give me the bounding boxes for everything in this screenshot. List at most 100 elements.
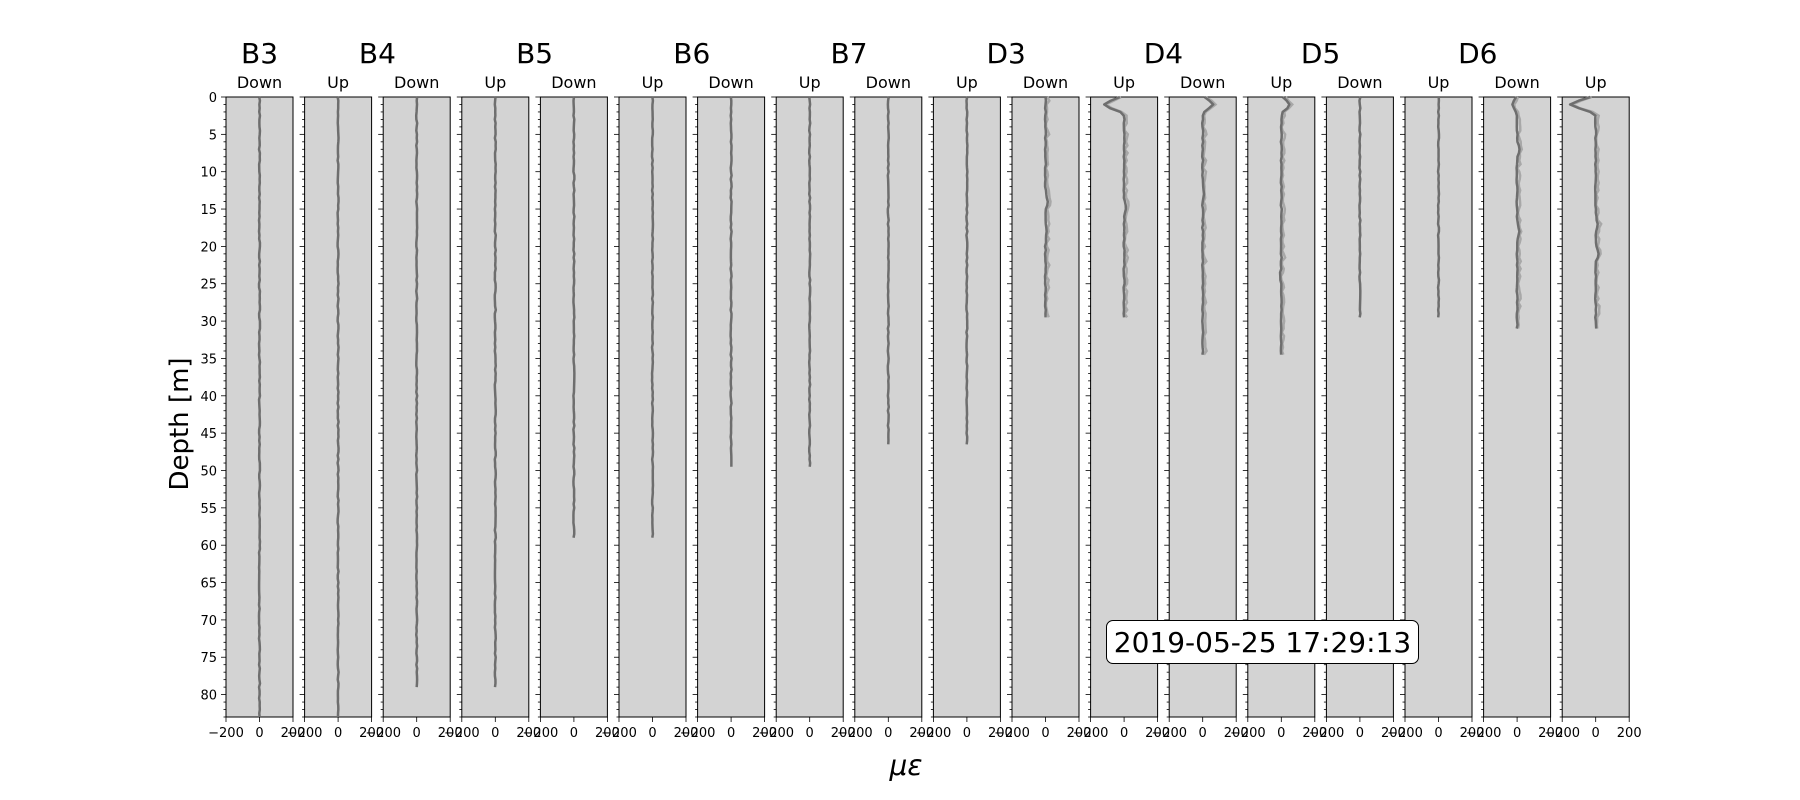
x-tick-label: −200 — [523, 726, 559, 741]
x-tick-label: 0 — [570, 726, 578, 741]
x-tick-label: 200 — [359, 726, 384, 741]
group-title-b3: B3 — [241, 37, 278, 70]
x-tick-label: 200 — [1224, 726, 1249, 741]
panel-label: Up — [484, 73, 506, 92]
x-tick-label: 0 — [1041, 726, 1049, 741]
x-tick-label: 0 — [1513, 726, 1521, 741]
panel-8: Down −200 0 200 — [837, 73, 934, 741]
x-tick-label: 0 — [1434, 726, 1442, 741]
x-tick-label: 0 — [255, 726, 263, 741]
x-tick-label: −200 — [1309, 726, 1345, 741]
strain-line — [257, 96, 262, 718]
x-tick-label: 200 — [516, 726, 541, 741]
y-tick-label: 75 — [200, 651, 217, 666]
panel-12: Down −200 0 200 — [1151, 73, 1248, 741]
panel-label: Down — [551, 73, 596, 92]
panel-label: Up — [1270, 73, 1292, 92]
x-tick-label: 0 — [1120, 726, 1128, 741]
x-tick-label: 0 — [1199, 726, 1207, 741]
panel-background — [1011, 96, 1080, 718]
panel-4: Down −200 0 200 — [523, 73, 620, 741]
y-tick-label: 65 — [200, 577, 217, 592]
x-tick-label: −200 — [1466, 726, 1502, 741]
x-tick-label: −200 — [1230, 726, 1266, 741]
y-tick-label: 50 — [200, 464, 217, 479]
x-tick-label: 0 — [648, 726, 656, 741]
panel-label: Up — [956, 73, 978, 92]
strain-line — [650, 96, 655, 538]
x-tick-label: 0 — [727, 726, 735, 741]
group-title-b5: B5 — [516, 37, 553, 70]
panel-label: Down — [237, 73, 282, 92]
strain-line — [807, 96, 812, 467]
strain-line — [336, 96, 340, 718]
y-tick-label: 0 — [209, 91, 217, 106]
panel-10: Down −200 0 200 — [994, 73, 1091, 741]
x-tick-label: −200 — [365, 726, 401, 741]
x-tick-label: 200 — [674, 726, 699, 741]
x-tick-label: −200 — [994, 726, 1030, 741]
y-tick-label: 45 — [200, 427, 217, 442]
x-tick-label: −200 — [680, 726, 716, 741]
panel-15: Up −200 0 200 — [1387, 73, 1484, 741]
x-tick-label: 200 — [1460, 726, 1485, 741]
strain-line — [572, 96, 576, 538]
x-tick-label: −200 — [1073, 726, 1109, 741]
strain-line — [1043, 96, 1050, 318]
x-tick-label: 0 — [1592, 726, 1600, 741]
panel-label: Up — [799, 73, 821, 92]
x-tick-label: 200 — [1067, 726, 1092, 741]
x-tick-label: 200 — [281, 726, 306, 741]
strain-line — [1200, 96, 1215, 355]
x-tick-label: −200 — [1387, 726, 1423, 741]
y-tick-label: 10 — [200, 166, 217, 181]
x-tick-label: −200 — [1544, 726, 1580, 741]
panel-16: Down −200 0 200 — [1466, 73, 1563, 741]
x-tick-label: 0 — [1277, 726, 1285, 741]
group-title-b7: B7 — [830, 37, 867, 70]
y-axis-label: Depth [m] — [165, 357, 195, 490]
x-tick-label: 0 — [1356, 726, 1364, 741]
strain-line — [1568, 95, 1600, 329]
panel-3: Up −200 0 200 — [444, 73, 541, 741]
panel-9: Up −200 0 200 — [916, 73, 1013, 741]
panel-label: Down — [1337, 73, 1382, 92]
strain-line-secondary — [1044, 96, 1052, 318]
y-tick-label: 20 — [200, 240, 217, 255]
x-axis-label: με — [889, 749, 923, 782]
group-title-b6: B6 — [673, 37, 710, 70]
panel-label: Down — [866, 73, 911, 92]
panel-6: Down −200 0 200 — [680, 73, 777, 741]
x-tick-label: 0 — [334, 726, 342, 741]
panel-label: Down — [1494, 73, 1539, 92]
panel-label: Up — [1428, 73, 1450, 92]
strain-line — [1511, 96, 1521, 329]
strain-line — [965, 96, 969, 445]
panel-label: Up — [327, 73, 349, 92]
panel-label: Up — [642, 73, 664, 92]
y-tick-label: 30 — [200, 315, 217, 330]
timestamp-box: 2019-05-25 17:29:13 — [1106, 620, 1419, 664]
panel-label: Down — [394, 73, 439, 92]
x-tick-label: 200 — [1145, 726, 1170, 741]
strain-line — [729, 96, 733, 467]
panel-13: Up −200 0 200 — [1230, 73, 1327, 741]
group-title-d4: D4 — [1144, 37, 1183, 70]
x-tick-label: 0 — [413, 726, 421, 741]
panel-label: Down — [708, 73, 753, 92]
group-titles: B3 B4 B5 B6 B7 D3 D4 D5 D6 — [241, 37, 1498, 70]
panel-5: Up −200 0 200 — [601, 73, 698, 741]
panel-1: Up −200 0 200 — [287, 73, 384, 741]
x-tick-label: −200 — [837, 726, 873, 741]
x-tick-label: −200 — [758, 726, 794, 741]
x-tick-label: 200 — [438, 726, 463, 741]
x-tick-label: 200 — [1538, 726, 1563, 741]
x-tick-label: −200 — [916, 726, 952, 741]
y-tick-label: 5 — [209, 128, 217, 143]
strain-line-secondary — [1103, 95, 1130, 319]
strain-line — [886, 96, 891, 445]
x-tick-label: 0 — [884, 726, 892, 741]
strain-line-secondary — [1201, 95, 1218, 356]
